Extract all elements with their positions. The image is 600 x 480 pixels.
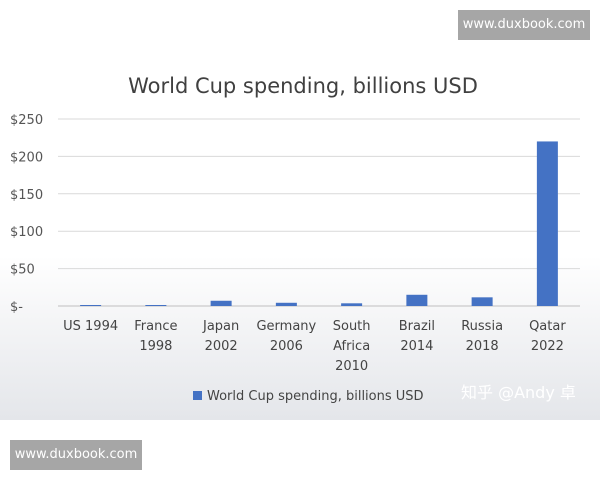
legend-swatch [193, 391, 202, 400]
bar [145, 305, 167, 306]
bar [80, 305, 102, 306]
x-category-label: Germany 2006 [256, 319, 316, 354]
bar [341, 303, 363, 306]
legend-label: World Cup spending, billions USD [207, 389, 424, 404]
y-tick-label: $200 [10, 150, 43, 165]
x-category-label: Qatar 2022 [529, 319, 566, 354]
watermark-top: www.duxbook.com [458, 10, 590, 40]
x-category-label: South Africa 2010 [333, 319, 371, 374]
y-axis-ticks: $- $50 $100 $150 $200 $250 [10, 113, 43, 315]
x-category-label: Brazil 2014 [399, 319, 435, 354]
watermark-bottom: www.duxbook.com [10, 440, 142, 470]
x-category-label: Russia 2018 [461, 319, 503, 354]
y-tick-label: $100 [10, 225, 43, 240]
y-tick-label: $- [10, 300, 23, 315]
x-axis-categories: US 1994 France 1998 Japan 2002 Germany 2006 Sou… [63, 319, 566, 374]
chart-card: World Cup spending, billions USD $- $50 $1… [0, 55, 600, 420]
bar [210, 300, 232, 306]
bar [406, 294, 428, 306]
chart-title: World Cup spending, billions USD [128, 74, 478, 98]
bar-chart: World Cup spending, billions USD $- $50 $1… [10, 74, 580, 404]
y-tick-label: $50 [10, 263, 35, 278]
bar [536, 141, 558, 306]
y-tick-label: $250 [10, 113, 43, 128]
legend: World Cup spending, billions USD [193, 389, 424, 404]
gridlines [58, 118, 580, 307]
bars [80, 141, 558, 306]
y-tick-label: $150 [10, 188, 43, 203]
x-category-label: Japan 2002 [202, 319, 239, 354]
bar [275, 302, 297, 306]
x-category-label: US 1994 [63, 319, 118, 334]
bar [471, 297, 493, 306]
x-category-label: France 1998 [134, 319, 177, 354]
credit-text: 知乎 @Andy 卓 [461, 383, 576, 402]
